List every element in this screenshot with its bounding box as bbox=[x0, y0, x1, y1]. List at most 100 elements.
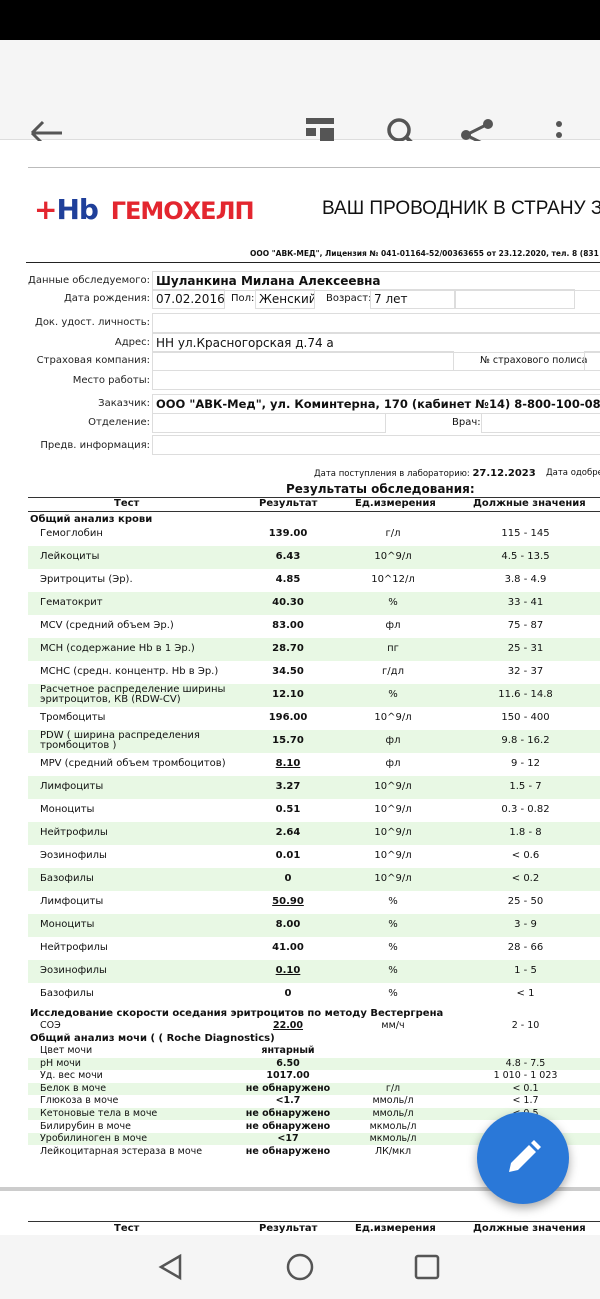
test-unit: 10^9/л bbox=[374, 850, 412, 861]
test-unit: % bbox=[388, 942, 398, 953]
age-value: 7 лет bbox=[370, 289, 455, 309]
test-unit: ЛК/мкл bbox=[374, 1145, 412, 1157]
test-result: 22.00 bbox=[272, 1020, 304, 1031]
test-name: Лейкоцитарная эстераза в моче bbox=[40, 1145, 203, 1157]
table-row: Базофилы 0 10^9/л < 0.2 bbox=[28, 868, 600, 891]
dob-value: 07.02.2016 bbox=[152, 289, 225, 309]
customer-value: ООО "АВК-Мед", ул. Коминтерна, 170 (каби… bbox=[152, 394, 600, 414]
test-name: Цвет мочи bbox=[40, 1045, 93, 1056]
test-unit: г/л bbox=[385, 528, 401, 539]
col-result: Результат bbox=[259, 498, 318, 509]
test-ref: 75 - 87 bbox=[507, 620, 544, 631]
doc-field bbox=[152, 313, 600, 333]
test-unit: г/дл bbox=[382, 666, 404, 677]
test-unit: фл bbox=[385, 620, 401, 631]
col-result: Результат bbox=[259, 1223, 318, 1234]
table-row: Расчетное распределение ширины эритроцит… bbox=[28, 684, 600, 707]
table-row: MCV (средний объем Эр.) 83.00 фл 75 - 87 bbox=[28, 615, 600, 638]
test-unit: пг bbox=[387, 643, 399, 654]
test-result: 2.64 bbox=[275, 827, 301, 838]
approved-date-label: Дата одобре bbox=[546, 468, 600, 478]
age-label: Возраст: bbox=[326, 293, 372, 304]
test-result: 41.00 bbox=[272, 942, 304, 953]
test-name: MCV (средний объем Эр.) bbox=[40, 620, 174, 631]
table-row: Лейкоцитарная эстераза в моче не обнаруж… bbox=[28, 1146, 600, 1158]
test-name: Уд. вес мочи bbox=[40, 1070, 103, 1082]
test-result: 28.70 bbox=[272, 643, 304, 654]
nav-home-icon[interactable] bbox=[286, 1253, 314, 1281]
col-ref: Должные значения bbox=[473, 498, 586, 509]
policy-field bbox=[584, 351, 600, 371]
test-ref: 28 - 66 bbox=[507, 942, 544, 953]
table-row: MCH (содержание Hb в 1 Эр.) 28.70 пг 25 … bbox=[28, 638, 600, 661]
test-ref: 33 - 41 bbox=[507, 597, 544, 608]
test-name: Белок в моче bbox=[40, 1082, 107, 1094]
customer-label: Заказчик: bbox=[98, 398, 150, 409]
test-result: 0.01 bbox=[275, 850, 301, 861]
test-unit: мм/ч bbox=[381, 1020, 405, 1031]
test-ref: < 0.6 bbox=[511, 850, 540, 861]
test-unit: % bbox=[388, 896, 398, 907]
table-row: Гемоглобин 139.00 г/л 115 - 145 bbox=[28, 523, 600, 546]
test-result: 0.10 bbox=[275, 965, 301, 976]
table-row: MCHC (средн. концентр. Hb в Эр.) 34.50 г… bbox=[28, 661, 600, 684]
test-result: 139.00 bbox=[268, 528, 308, 539]
test-result: 1017.00 bbox=[266, 1070, 310, 1082]
table-row: Лимфоциты 50.90 % 25 - 50 bbox=[28, 891, 600, 914]
test-name: Тромбоциты bbox=[40, 712, 106, 723]
test-unit: мкмоль/л bbox=[369, 1133, 417, 1145]
nav-recents-icon[interactable] bbox=[414, 1254, 440, 1280]
table-row: Лейкоциты 6.43 10^9/л 4.5 - 13.5 bbox=[28, 546, 600, 569]
col-unit: Ед.измерения bbox=[355, 1223, 436, 1234]
test-result: 8.00 bbox=[275, 919, 301, 930]
table-row: Лимфоциты 3.27 10^9/л 1.5 - 7 bbox=[28, 776, 600, 799]
table-row: MPV (средний объем тромбоцитов) 8.10 фл … bbox=[28, 753, 600, 776]
dob-label: Дата рождения: bbox=[63, 293, 150, 304]
table-row: Нейтрофилы 41.00 % 28 - 66 bbox=[28, 937, 600, 960]
test-name: Билирубин в моче bbox=[40, 1120, 131, 1132]
test-name: MCH (содержание Hb в 1 Эр.) bbox=[40, 643, 195, 654]
nav-back-icon[interactable] bbox=[158, 1253, 184, 1281]
test-ref: 25 - 31 bbox=[507, 643, 544, 654]
test-unit: г/л bbox=[385, 1082, 401, 1094]
sex-value: Женский bbox=[255, 289, 315, 309]
empty-field bbox=[455, 289, 575, 309]
edit-fab[interactable] bbox=[477, 1112, 569, 1204]
test-result: янтарный bbox=[261, 1045, 315, 1056]
test-unit: % bbox=[388, 965, 398, 976]
test-result: 6.43 bbox=[275, 551, 301, 562]
info-field bbox=[152, 435, 600, 455]
test-ref: 115 - 145 bbox=[501, 528, 550, 539]
test-unit: фл bbox=[385, 758, 401, 769]
test-name: Нейтрофилы bbox=[40, 827, 108, 838]
test-name: PDW ( ширина распределения тромбоцитов ) bbox=[40, 730, 200, 751]
test-ref: < 1.7 bbox=[512, 1095, 539, 1107]
table-row: Эритроциты (Эр). 4.85 10^12/л 3.8 - 4.9 bbox=[28, 569, 600, 592]
test-name: Гемоглобин bbox=[40, 528, 103, 539]
doc-label: Док. удост. личность: bbox=[35, 317, 150, 328]
name-label: Данные обследуемого: bbox=[28, 275, 150, 286]
test-result: 0.51 bbox=[275, 804, 301, 815]
test-result: не обнаружено bbox=[245, 1108, 331, 1119]
test-unit: 10^9/л bbox=[374, 827, 412, 838]
table-row: Цвет мочи янтарный bbox=[28, 1045, 600, 1057]
test-ref: 32 - 37 bbox=[507, 666, 544, 677]
test-ref: 25 - 50 bbox=[507, 896, 544, 907]
test-result: не обнаружено bbox=[245, 1145, 331, 1157]
test-result: 12.10 bbox=[272, 689, 304, 700]
address-label: Адрес: bbox=[114, 337, 150, 348]
table-row: Билирубин в моче не обнаружено мкмоль/л bbox=[28, 1121, 600, 1133]
test-result: 3.27 bbox=[275, 781, 301, 792]
test-name: Эритроциты (Эр). bbox=[40, 574, 133, 585]
table-row: pH мочи 6.50 4.8 - 7.5 bbox=[28, 1057, 600, 1070]
test-unit: 10^9/л bbox=[374, 781, 412, 792]
col-test: Тест bbox=[114, 1223, 140, 1234]
work-field bbox=[152, 370, 600, 390]
test-ref: 11.6 - 14.8 bbox=[498, 689, 553, 700]
test-name: Глюкоза в моче bbox=[40, 1095, 119, 1107]
test-name: Базофилы bbox=[40, 988, 94, 999]
test-name: Расчетное распределение ширины эритроцит… bbox=[40, 684, 226, 705]
table-row: Тромбоциты 196.00 10^9/л 150 - 400 bbox=[28, 707, 600, 730]
test-ref: 3.8 - 4.9 bbox=[504, 574, 547, 585]
test-name: MCHC (средн. концентр. Hb в Эр.) bbox=[40, 666, 219, 677]
